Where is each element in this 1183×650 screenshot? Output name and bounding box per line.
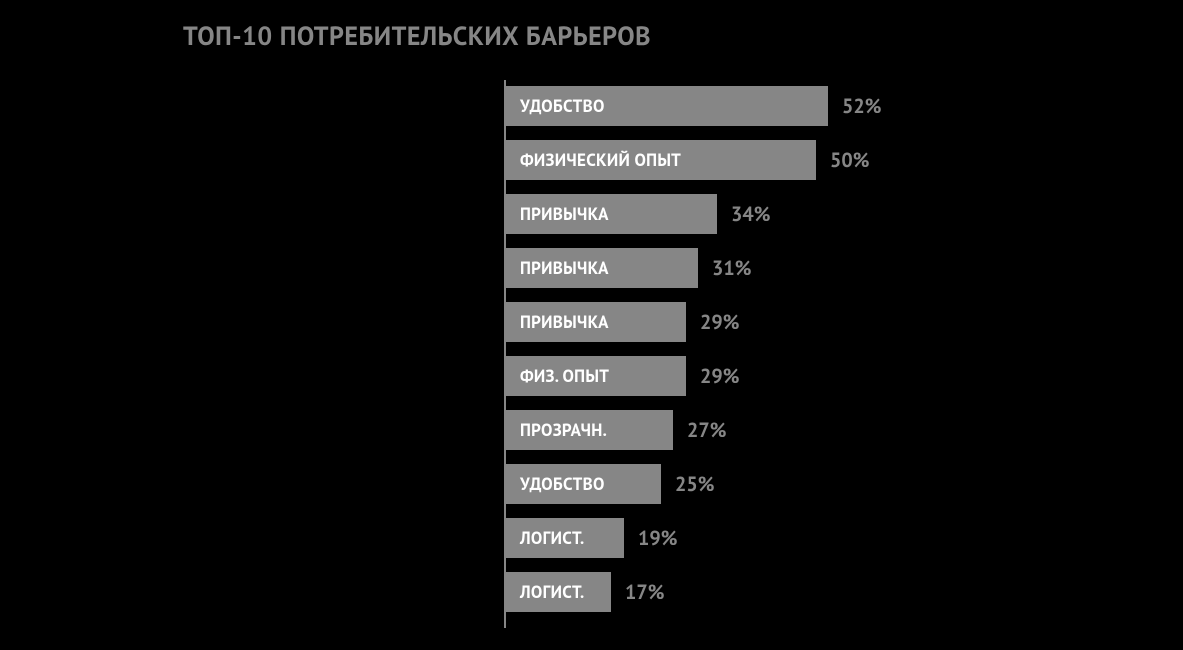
bar-label: ПРИВЫЧКА (506, 257, 609, 279)
bar-value: 50% (816, 140, 869, 180)
bar-label: ФИЗИЧЕСКИЙ ОПЫТ (506, 149, 681, 171)
bar-label: ЛОГИСТ. (506, 581, 585, 603)
bar-value: 29% (686, 302, 739, 342)
bar: ФИЗ. ОПЫТ (506, 356, 686, 396)
bar: ПРИВЫЧКА (506, 248, 698, 288)
bar-value: 52% (828, 86, 881, 126)
bar-value: 31% (698, 248, 751, 288)
bar-value: 19% (624, 518, 677, 558)
bar-label: ФИЗ. ОПЫТ (506, 365, 609, 387)
bar-label: ПРОЗРАЧН. (506, 419, 607, 441)
bar: УДОБСТВО (506, 464, 661, 504)
bar-value: 27% (673, 410, 726, 450)
bar-label: УДОБСТВО (506, 95, 605, 117)
bar: ЛОГИСТ. (506, 572, 611, 612)
bar: ПРОЗРАЧН. (506, 410, 673, 450)
bar-label: ЛОГИСТ. (506, 527, 585, 549)
bar-label: УДОБСТВО (506, 473, 605, 495)
bar: ФИЗИЧЕСКИЙ ОПЫТ (506, 140, 816, 180)
bar: УДОБСТВО (506, 86, 828, 126)
bar-value: 25% (661, 464, 714, 504)
bar: ЛОГИСТ. (506, 518, 624, 558)
bar-label: ПРИВЫЧКА (506, 311, 609, 333)
bar: ПРИВЫЧКА (506, 194, 717, 234)
chart-title: ТОП-10 ПОТРЕБИТЕЛЬСКИХ БАРЬЕРОВ (183, 20, 651, 53)
bar-value: 29% (686, 356, 739, 396)
bar-value: 34% (717, 194, 770, 234)
canvas: ТОП-10 ПОТРЕБИТЕЛЬСКИХ БАРЬЕРОВ УДОБСТВО… (0, 0, 1183, 650)
bar: ПРИВЫЧКА (506, 302, 686, 342)
bar-label: ПРИВЫЧКА (506, 203, 609, 225)
bar-value: 17% (611, 572, 664, 612)
barriers-chart: УДОБСТВО 52% ФИЗИЧЕСКИЙ ОПЫТ 50% ПРИВЫЧКА 34%… (504, 80, 1064, 640)
